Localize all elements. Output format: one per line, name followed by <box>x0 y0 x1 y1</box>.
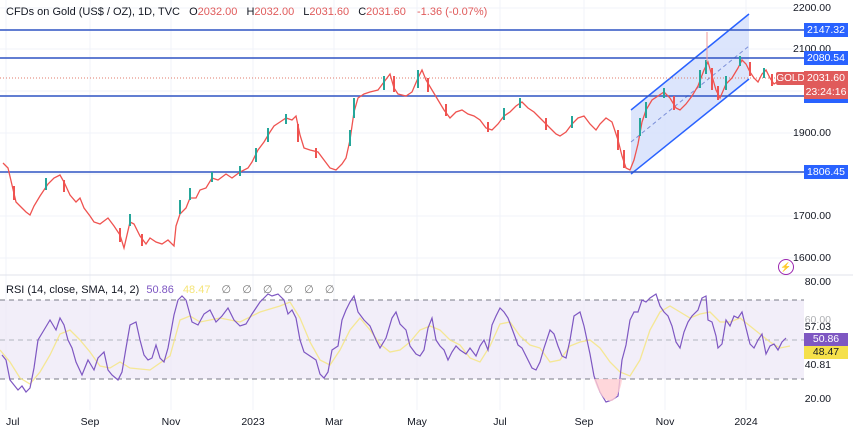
rsi-legend[interactable]: RSI (14, close, SMA, 14, 2) 50.86 48.47 … <box>6 283 334 296</box>
empty-value: ∅ <box>324 284 335 296</box>
current-price: 2031.60 <box>807 72 845 84</box>
rsi-tick: 60.00 <box>804 314 831 326</box>
rsi-sma-tag: 48.47 <box>804 346 848 359</box>
time-tick: Jul <box>493 416 507 428</box>
bar-countdown: 23:24:16 <box>805 86 847 98</box>
price-change: -1.36 (-0.07%) <box>416 6 488 18</box>
time-tick: Sep <box>80 416 100 428</box>
ohlc-high: H2032.00 <box>246 6 295 18</box>
rsi-value-tag: 50.86 <box>804 333 848 346</box>
empty-value: ∅ <box>221 284 232 296</box>
price-tick: 1600.00 <box>793 252 831 264</box>
level-tag-1806[interactable]: 1806.45 <box>804 165 848 179</box>
time-tick: Mar <box>324 416 344 428</box>
time-tick: Jul <box>6 416 20 428</box>
time-tick: May <box>407 416 427 428</box>
support-resistance-levels[interactable] <box>0 29 804 173</box>
level-tag-2080[interactable]: 2080.54 <box>804 51 848 65</box>
rising-channel[interactable] <box>630 13 750 175</box>
rsi-tick: 20.00 <box>804 393 831 405</box>
symbol-title: CFDs on Gold (US$ / OZ), 1D, TVC <box>6 6 181 18</box>
price-tick: 1900.00 <box>793 127 831 139</box>
rsi-band-lower: 40.81 <box>804 359 831 371</box>
empty-value: ∅ <box>304 284 314 296</box>
rsi-pane <box>0 293 804 403</box>
time-tick: Sep <box>574 416 594 428</box>
empty-value: ∅ <box>262 284 273 296</box>
lightning-bolt-icon[interactable]: ⚡ <box>778 259 794 275</box>
current-price-tag: 2031.60 23:24:16 <box>804 71 848 99</box>
rsi-title: RSI (14, close, SMA, 14, 2) <box>6 284 140 296</box>
ohlc-low: L2031.60 <box>303 6 350 18</box>
price-series <box>2 58 787 251</box>
time-tick: Nov <box>161 416 181 428</box>
rsi-band-upper: 57.03 <box>804 321 831 333</box>
time-tick: 2024 <box>734 416 758 428</box>
price-tick: 2200.00 <box>793 2 831 14</box>
price-tick: 1700.00 <box>793 210 831 222</box>
empty-value: ∅ <box>283 284 294 296</box>
empty-value: ∅ <box>242 284 252 296</box>
candlesticks-down <box>13 62 773 246</box>
rsi-value: 50.86 <box>146 284 174 296</box>
time-tick: 2023 <box>241 416 265 428</box>
rsi-tick: 80.00 <box>804 276 831 288</box>
candlesticks-up <box>45 56 765 226</box>
symbol-tag: GOLD <box>776 72 805 85</box>
ohlc-close: C2031.60 <box>358 6 406 18</box>
symbol-legend[interactable]: CFDs on Gold (US$ / OZ), 1D, TVC O2032.0… <box>6 6 487 18</box>
ohlc-open: O2032.00 <box>189 6 238 18</box>
time-tick: Nov <box>655 416 675 428</box>
level-tag-2147[interactable]: 2147.32 <box>804 23 848 37</box>
rsi-sma-value: 48.47 <box>182 284 211 296</box>
